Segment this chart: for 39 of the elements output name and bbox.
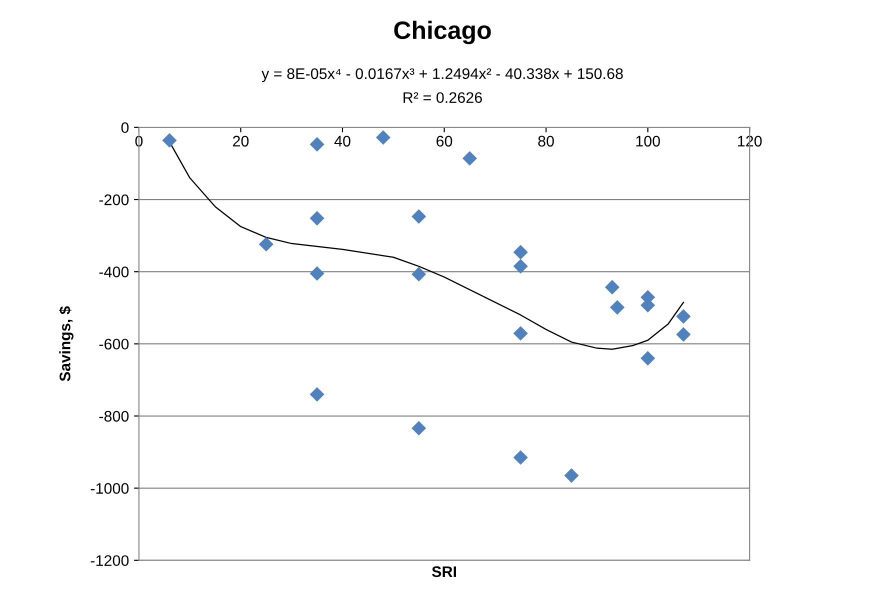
point	[412, 266, 426, 282]
y-tick-label: -1200	[90, 555, 129, 566]
point	[604, 280, 620, 294]
x-tick-label: 80	[538, 136, 554, 147]
point	[412, 209, 426, 224]
point	[310, 137, 324, 152]
point	[513, 258, 528, 274]
x-axis-title: SRI	[432, 566, 456, 578]
point	[564, 468, 579, 483]
chart-subtitle: y = 8E-05x⁴ - 0.0167x³ + 1.2494x² - 40.338x + 150.68	[262, 68, 623, 82]
point	[513, 244, 528, 260]
point	[310, 387, 324, 402]
x-tick-label: 40	[334, 136, 350, 147]
point	[162, 133, 177, 148]
text: R² = 0.2626	[404, 92, 482, 104]
point	[513, 326, 528, 341]
point	[258, 236, 274, 252]
x-tick-label: 20	[232, 136, 249, 147]
point	[610, 300, 625, 315]
y-tick-label: -200	[99, 194, 129, 206]
y-tick-label: -400	[99, 266, 129, 278]
point	[376, 130, 390, 145]
chart-title: Chicago	[394, 20, 491, 44]
point	[676, 309, 691, 324]
x-tick-label: 60	[436, 136, 452, 147]
point	[412, 420, 426, 436]
point	[513, 450, 528, 465]
y-tick-label: -1000	[90, 483, 129, 494]
point	[640, 351, 656, 366]
point	[310, 211, 324, 226]
point	[462, 151, 477, 166]
y-tick-label: -800	[99, 410, 129, 422]
x-tick-label: 100	[636, 136, 660, 147]
point	[676, 327, 691, 342]
x-tick-label: 120	[738, 136, 762, 147]
y-axis-title: Savings, $	[58, 306, 74, 382]
y-tick-label: 0	[121, 122, 129, 134]
y-tick-label: -600	[99, 338, 129, 350]
point	[310, 266, 324, 281]
